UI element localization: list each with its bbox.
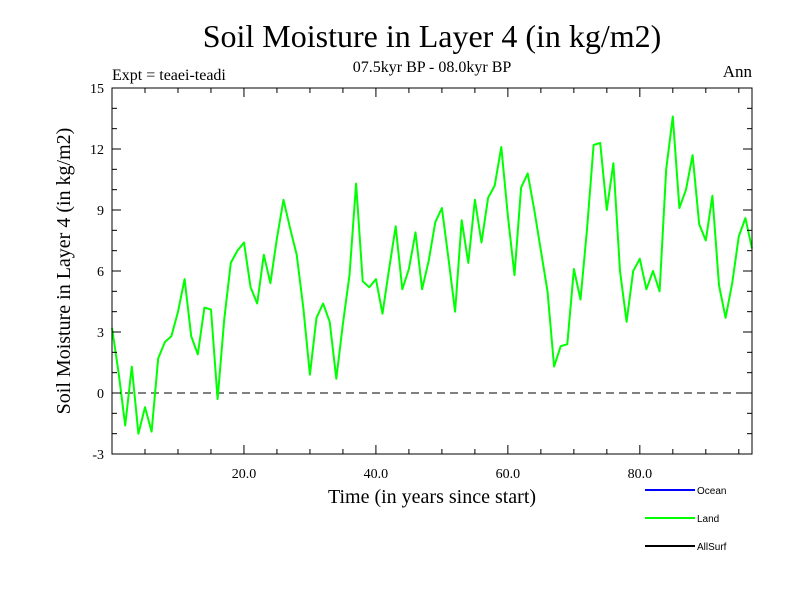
y-tick-label: 9 [97,204,104,219]
legend: Ocean Land AllSurf [645,486,727,553]
chart-title: Soil Moisture in Layer 4 (in kg/m2) [203,18,662,54]
experiment-label: Expt = teaei-teadi [112,67,226,84]
y-tick-label: 6 [97,265,104,280]
plot-area [111,115,753,435]
x-tick-label: 40.0 [364,467,389,482]
axis-ticks: -3 0 3 6 9 12 15 20.0 40.0 60.0 80.0 [90,82,752,482]
y-tick-label: -3 [92,448,104,463]
series-line-land [111,115,753,435]
legend-label-ocean: Ocean [697,486,726,497]
season-label: Ann [723,62,753,81]
legend-label-land: Land [697,514,719,525]
y-axis-label: Soil Moisture in Layer 4 (in kg/m2) [53,128,75,415]
legend-label-allsurf: AllSurf [697,542,727,553]
plot-frame [111,87,753,455]
y-tick-label: 12 [90,143,104,158]
y-tick-label: 15 [90,82,104,97]
x-tick-label: 80.0 [628,467,653,482]
y-tick-label: 3 [97,326,104,341]
x-axis-label: Time (in years since start) [328,486,536,508]
x-tick-label: 20.0 [232,467,257,482]
x-tick-label: 60.0 [496,467,521,482]
chart-subtitle: 07.5kyr BP - 08.0kyr BP [353,59,512,76]
y-tick-label: 0 [97,387,104,402]
